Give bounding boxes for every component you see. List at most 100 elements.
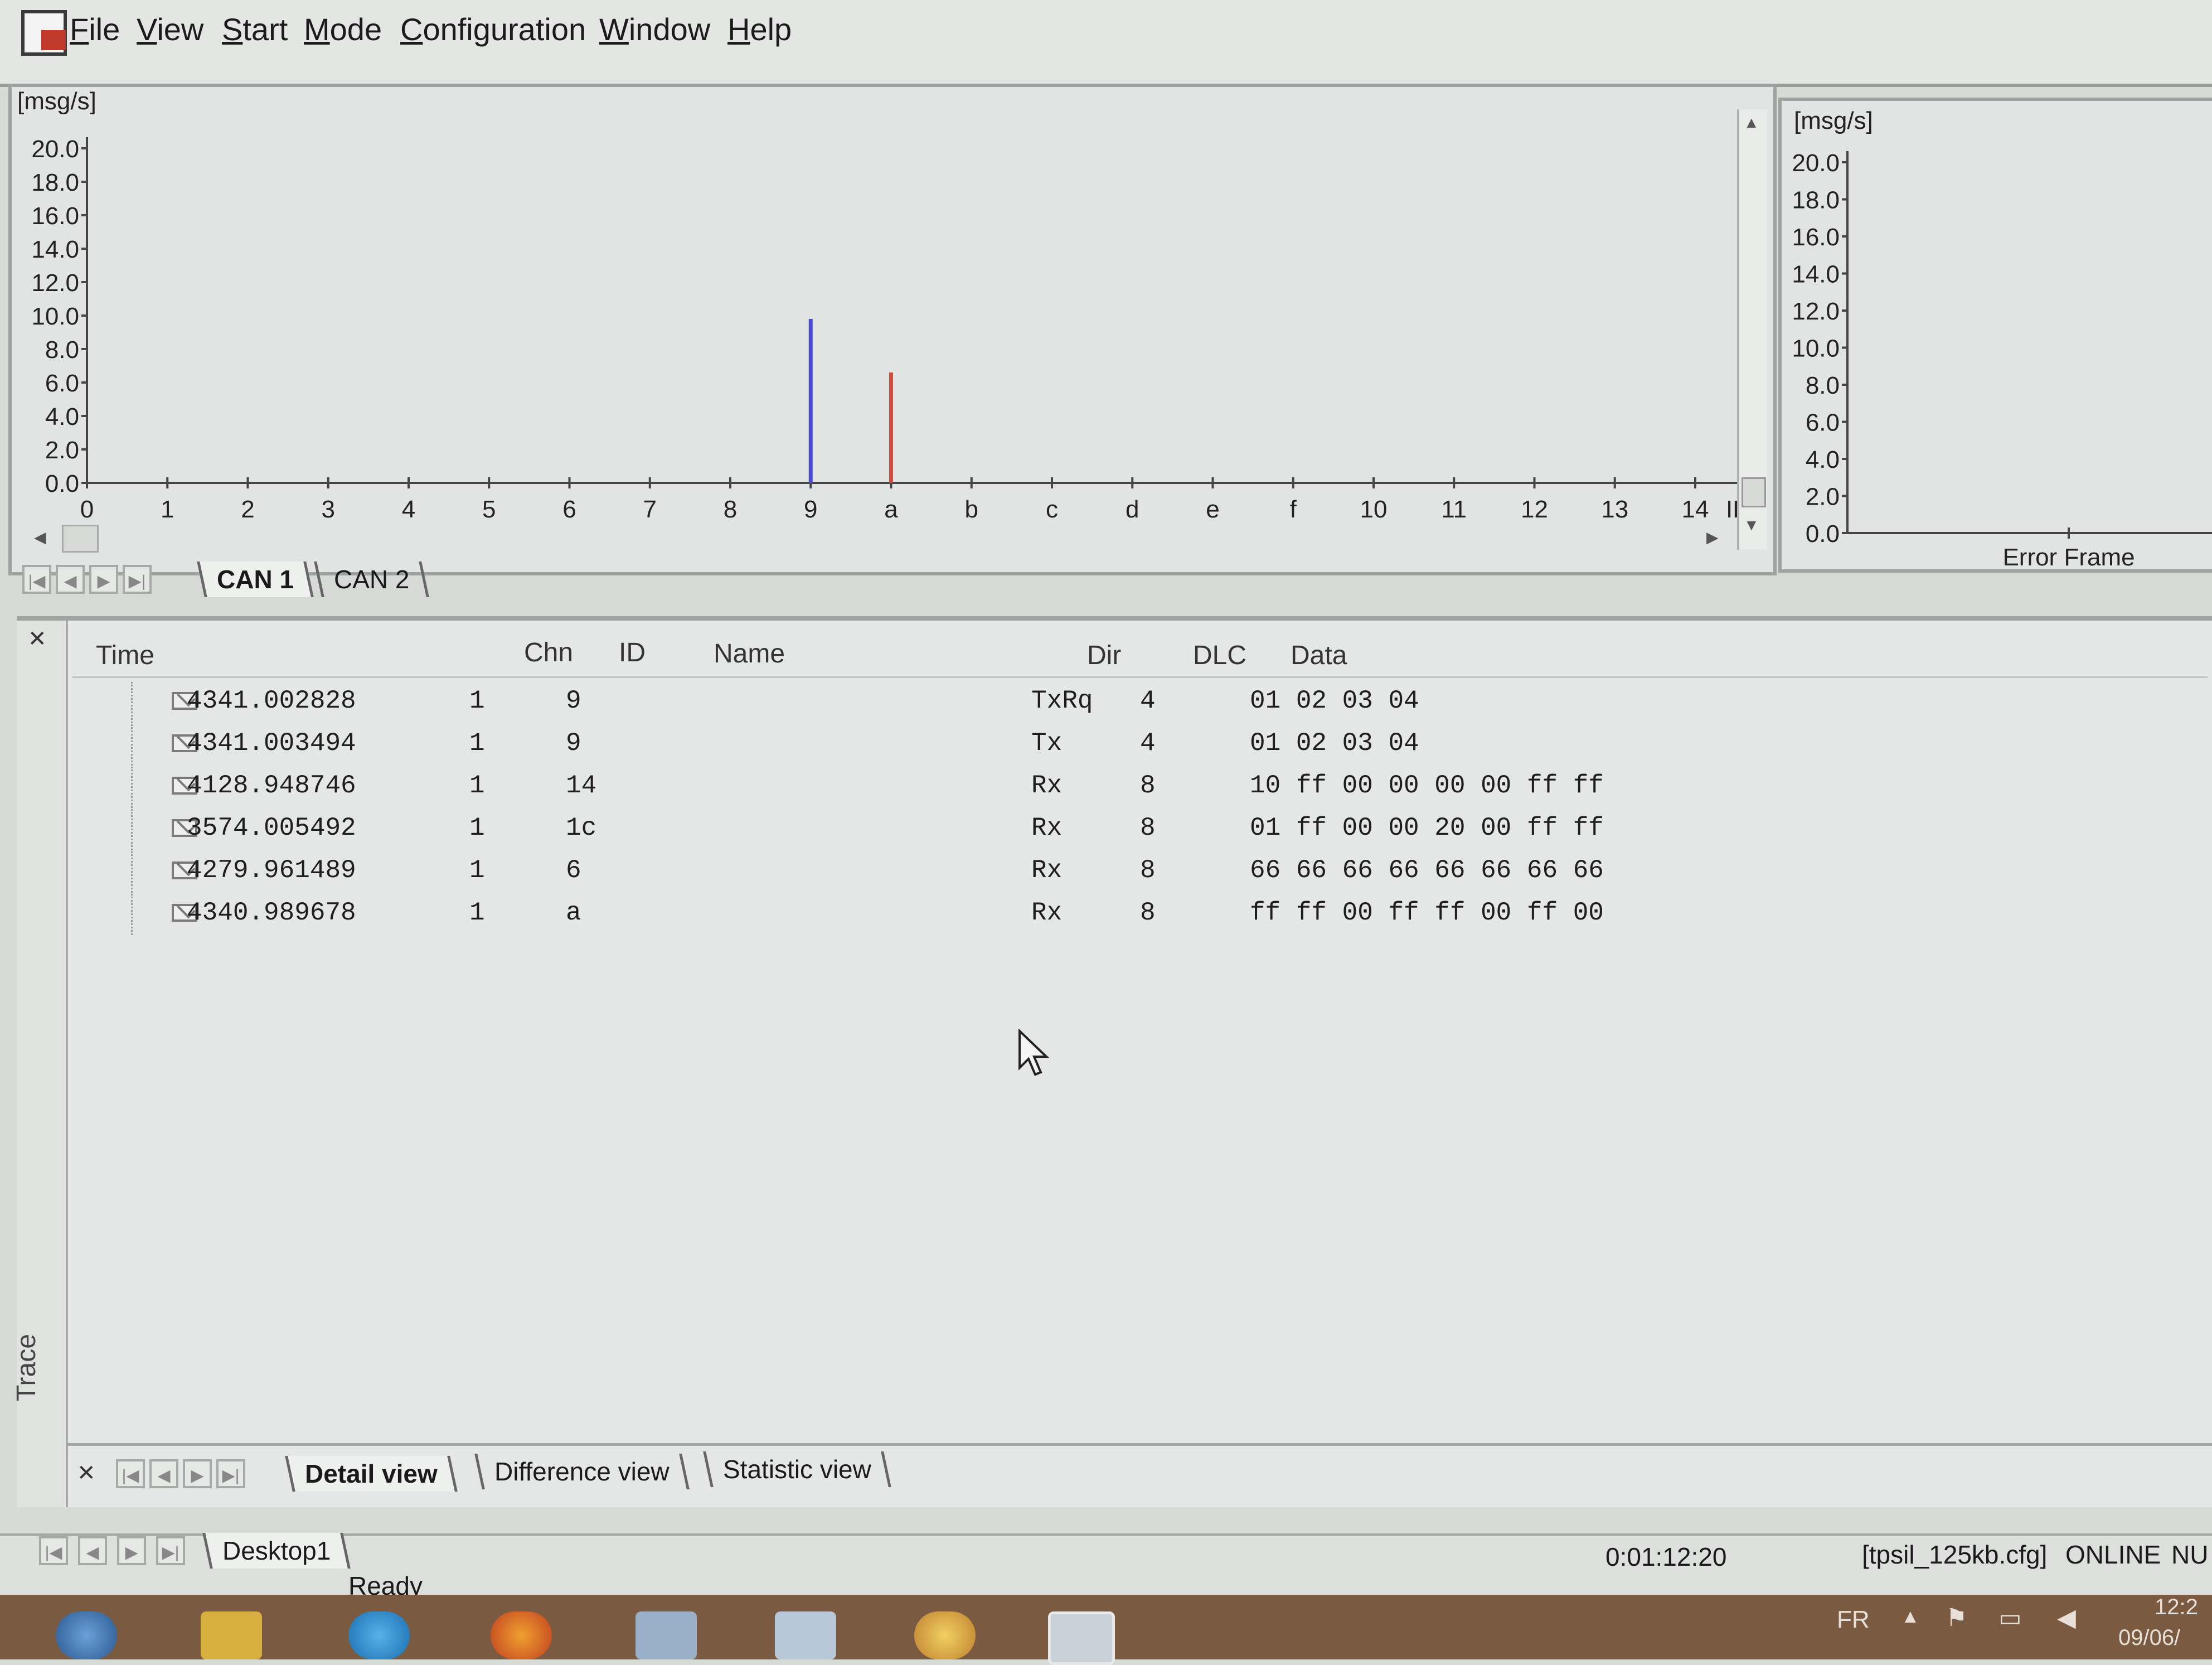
tab-can2[interactable]: CAN 2 <box>314 562 430 597</box>
file-explorer-icon[interactable] <box>201 1611 262 1659</box>
col-chn[interactable]: Chn <box>524 638 574 667</box>
app-shortcut-icon[interactable] <box>636 1611 697 1659</box>
trace-side-strip: ✕ Trace <box>12 621 68 1507</box>
menu-mode[interactable]: Mode <box>304 12 382 47</box>
next-tab-icon[interactable]: ▶ <box>89 565 118 594</box>
cell-id: 9 <box>566 729 581 758</box>
y-tick-label: 10.0 <box>31 303 79 330</box>
trace-row[interactable]: 4340.989678 1 a Rx 8 ff ff 00 ff ff 00 ff 00 <box>72 894 2212 935</box>
clock-time[interactable]: 12:2 <box>2155 1595 2198 1619</box>
close-view-icon[interactable]: ✕ <box>77 1461 96 1485</box>
tray-expand-icon[interactable]: ▲ <box>1901 1606 1920 1627</box>
menu-file[interactable]: File <box>70 12 120 47</box>
menu-help[interactable]: Help <box>727 12 792 47</box>
tree-line <box>131 767 166 808</box>
cell-chn: 1 <box>469 814 485 843</box>
y-tick-label: 2.0 <box>45 437 79 464</box>
error-chart-xlabel: Error Frame <box>2002 544 2135 569</box>
chart-ylabel: [msg/s] <box>17 88 96 115</box>
last-desktop-icon[interactable]: ▶| <box>156 1536 185 1565</box>
tab-difference-view[interactable]: Difference view <box>474 1454 690 1489</box>
cell-data: 01 02 03 04 <box>1250 686 1419 715</box>
next-view-icon[interactable]: ▶ <box>183 1459 212 1488</box>
trace-row[interactable]: 4279.961489 1 6 Rx 8 66 66 66 66 66 66 66 66 <box>72 851 2212 893</box>
scroll-thumb[interactable] <box>1742 477 1766 507</box>
scroll-down-icon[interactable]: ▼ <box>1744 516 1759 534</box>
tab-desktop1[interactable]: Desktop1 <box>202 1533 351 1569</box>
prev-view-icon[interactable]: ◀ <box>149 1459 178 1488</box>
first-tab-icon[interactable]: |◀ <box>22 565 51 594</box>
menu-window[interactable]: Window <box>599 12 711 47</box>
error-y-tick-label: 14.0 <box>1792 261 1840 288</box>
app-icon[interactable] <box>21 10 67 56</box>
chart-vertical-scrollbar[interactable]: ▲ ▼ <box>1737 109 1767 550</box>
y-tick-label: 14.0 <box>31 236 79 263</box>
y-tick-label: 12.0 <box>31 269 79 297</box>
language-indicator[interactable]: FR <box>1837 1606 1870 1633</box>
col-dir[interactable]: Dir <box>1087 641 1122 670</box>
scroll-left-icon[interactable]: ◀ <box>34 529 46 546</box>
error-y-tick-label: 8.0 <box>1806 372 1840 399</box>
tab-statistic-view[interactable]: Statistic view <box>703 1451 891 1487</box>
cell-dir: Rx <box>1031 856 1063 885</box>
chart-horizontal-scrollbar[interactable]: ◀ ▶ <box>12 525 1737 553</box>
start-button-icon[interactable] <box>56 1611 117 1659</box>
col-id[interactable]: ID <box>619 638 646 667</box>
col-data[interactable]: Data <box>1291 641 1347 670</box>
error-y-tick-label: 6.0 <box>1806 409 1840 437</box>
last-tab-icon[interactable]: ▶| <box>123 565 152 594</box>
cell-dlc: 8 <box>1140 856 1156 885</box>
error-y-tick-label: 16.0 <box>1792 224 1840 251</box>
clock-date[interactable]: 09/06/ <box>2118 1625 2181 1650</box>
menu-start[interactable]: Start <box>222 12 288 47</box>
internet-explorer-icon[interactable] <box>348 1611 410 1659</box>
cell-dlc: 8 <box>1140 771 1156 800</box>
col-dlc[interactable]: DLC <box>1193 641 1247 670</box>
trace-side-label: Trace <box>12 1334 41 1401</box>
status-online: ONLINE <box>2065 1540 2161 1569</box>
last-view-icon[interactable]: ▶| <box>216 1459 245 1488</box>
first-desktop-icon[interactable]: |◀ <box>39 1536 68 1565</box>
x-tick-label: 8 <box>724 496 737 523</box>
status-num-lock: NU <box>2171 1540 2209 1569</box>
trace-row[interactable]: 4341.002828 1 9 TxRq 4 01 02 03 04 <box>72 682 2212 723</box>
taskbar: FR ▲ ⚑ ▭ ◀ 12:2 09/06/ <box>0 1595 2212 1665</box>
cell-chn: 1 <box>469 686 485 715</box>
cell-dir: TxRq <box>1031 686 1093 715</box>
col-time[interactable]: Time <box>96 641 154 670</box>
h-scroll-thumb[interactable] <box>62 525 99 553</box>
cell-time: 4341.002828 <box>187 686 356 715</box>
x-tick-label: a <box>884 496 898 523</box>
error-frame-chart-panel: [msg/s] 0.0 2.0 4.0 6.0 8.0 10.0 12.0 14.0 16.0 1… <box>1778 98 2212 573</box>
status-bar: |◀ ◀ ▶ ▶| Desktop1 Ready 0:01:12:20 [tps… <box>0 1533 2212 1600</box>
firefox-icon[interactable] <box>491 1611 552 1659</box>
paint-icon[interactable] <box>914 1611 976 1659</box>
menu-view[interactable]: View <box>137 12 204 47</box>
tree-line <box>131 851 166 893</box>
scroll-up-icon[interactable]: ▲ <box>1744 114 1759 131</box>
y-tick-label: 16.0 <box>31 202 79 230</box>
mouse-pointer-icon <box>1018 1029 1049 1076</box>
network-icon[interactable]: ▭ <box>1998 1604 2022 1632</box>
close-icon[interactable]: ✕ <box>28 627 47 651</box>
action-center-flag-icon[interactable]: ⚑ <box>1946 1604 1968 1632</box>
prev-tab-icon[interactable]: ◀ <box>56 565 85 594</box>
menu-configuration[interactable]: Configuration <box>400 12 586 47</box>
first-view-icon[interactable]: |◀ <box>116 1459 145 1488</box>
tab-can1[interactable]: CAN 1 <box>197 562 314 597</box>
can-analyzer-taskbar-icon[interactable] <box>1048 1611 1115 1665</box>
trace-row[interactable]: 4128.948746 1 14 Rx 8 10 ff 00 00 00 00 ff ff <box>72 767 2212 808</box>
x-tick-label: 14 <box>1682 496 1709 523</box>
x-tick-label: c <box>1046 496 1058 523</box>
volume-icon[interactable]: ◀ <box>2057 1604 2076 1632</box>
trace-row[interactable]: 4341.003494 1 9 Tx 4 01 02 03 04 <box>72 724 2212 766</box>
cell-id: 6 <box>566 856 581 885</box>
scroll-right-icon[interactable]: ▶ <box>1706 529 1719 546</box>
cell-time: 4279.961489 <box>187 856 356 885</box>
trace-row[interactable]: 3574.005492 1 1c Rx 8 01 ff 00 00 20 00 ff ff <box>72 809 2212 850</box>
calculator-icon[interactable] <box>775 1611 836 1659</box>
tab-detail-view[interactable]: Detail view <box>285 1456 458 1492</box>
prev-desktop-icon[interactable]: ◀ <box>78 1536 107 1565</box>
col-name[interactable]: Name <box>714 639 785 669</box>
next-desktop-icon[interactable]: ▶ <box>117 1536 146 1565</box>
